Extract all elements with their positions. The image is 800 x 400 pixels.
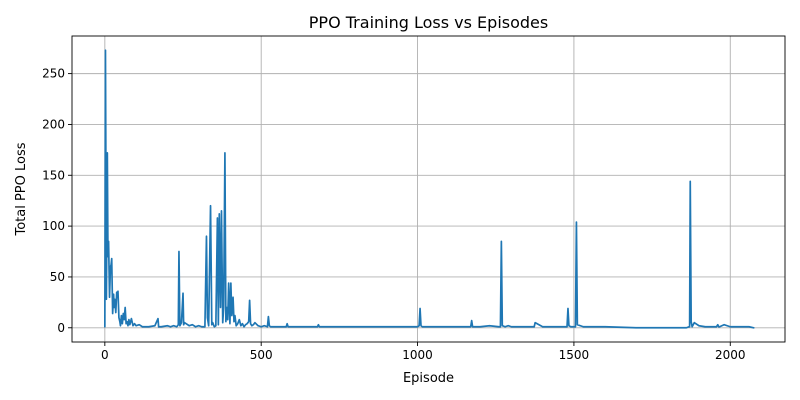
y-tick-label: 250: [42, 67, 65, 81]
y-tick-label: 100: [42, 219, 65, 233]
grid-lines: [72, 36, 785, 342]
x-tick-label: 0: [101, 348, 109, 362]
x-tick-label: 1000: [402, 348, 433, 362]
series-layer: [103, 49, 755, 329]
x-tick-label: 1500: [559, 348, 590, 362]
loss-series-line: [103, 49, 755, 329]
y-tick-label: 200: [42, 117, 65, 131]
y-tick-label: 50: [50, 270, 65, 284]
y-tick-label: 150: [42, 168, 65, 182]
y-axis-label: Total PPO Loss: [14, 142, 29, 236]
chart-title: PPO Training Loss vs Episodes: [309, 13, 548, 32]
plot-frame: [71, 35, 786, 343]
x-tick-label: 2000: [715, 348, 746, 362]
axis-ticks: 0 500 1000 1500 2000 0 50 100 150 200 250: [42, 67, 745, 362]
x-axis-label: Episode: [403, 371, 454, 386]
y-tick-label: 0: [57, 321, 65, 335]
x-tick-label: 500: [250, 348, 273, 362]
